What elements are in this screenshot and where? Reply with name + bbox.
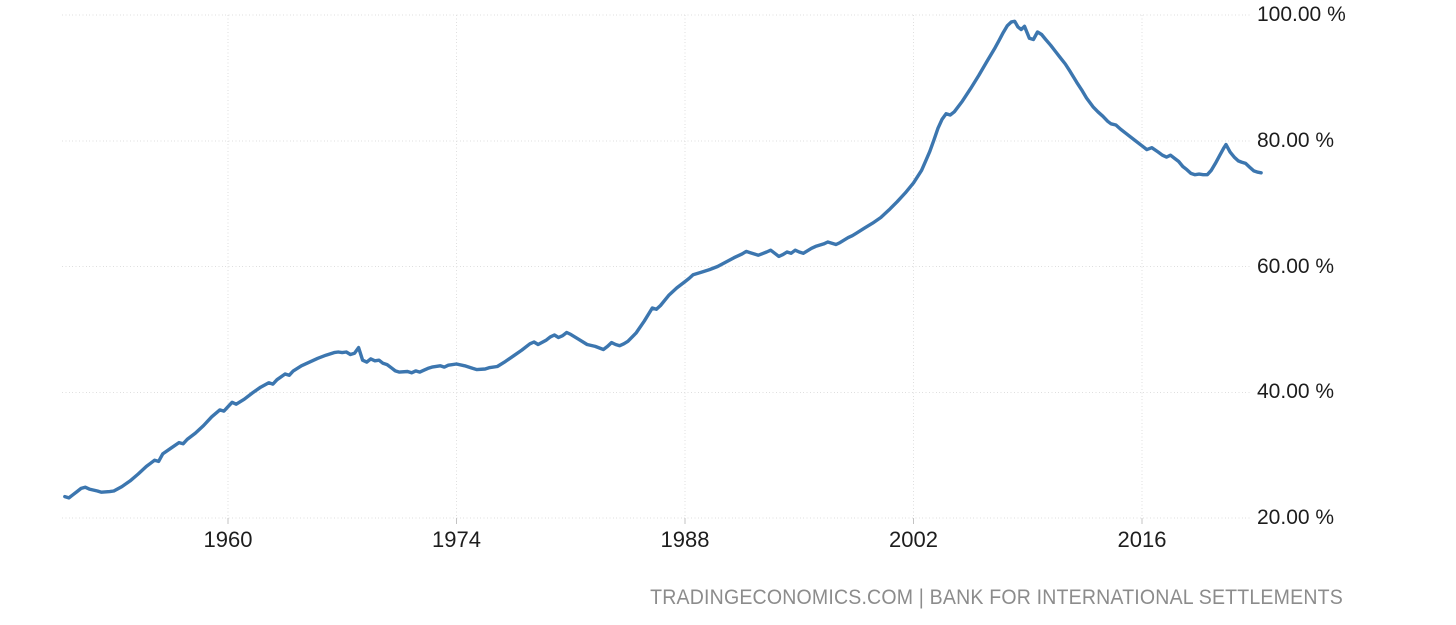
y-axis-label: 40.00 % — [1257, 380, 1335, 404]
y-axis-label: 60.00 % — [1257, 254, 1335, 278]
x-axis-label: 1960 — [203, 527, 253, 552]
x-axis-label: 2002 — [888, 527, 938, 552]
x-axis-label: 1988 — [660, 527, 710, 552]
x-axis-label: 2016 — [1117, 527, 1167, 552]
attribution: TRADINGECONOMICS.COM | BANK FOR INTERNAT… — [650, 586, 1343, 610]
series-line — [63, 19, 1263, 500]
y-axis-label: 20.00 % — [1257, 506, 1335, 529]
attribution-separator: | — [913, 586, 930, 609]
attribution-source-link[interactable]: TRADINGECONOMICS.COM — [650, 586, 914, 609]
attribution-provider: BANK FOR INTERNATIONAL SETTLEMENTS — [929, 586, 1343, 609]
y-axis-label: 100.00 % — [1257, 3, 1346, 26]
y-axis-label: 80.00 % — [1257, 128, 1335, 152]
x-axis-label: 1974 — [432, 527, 481, 552]
